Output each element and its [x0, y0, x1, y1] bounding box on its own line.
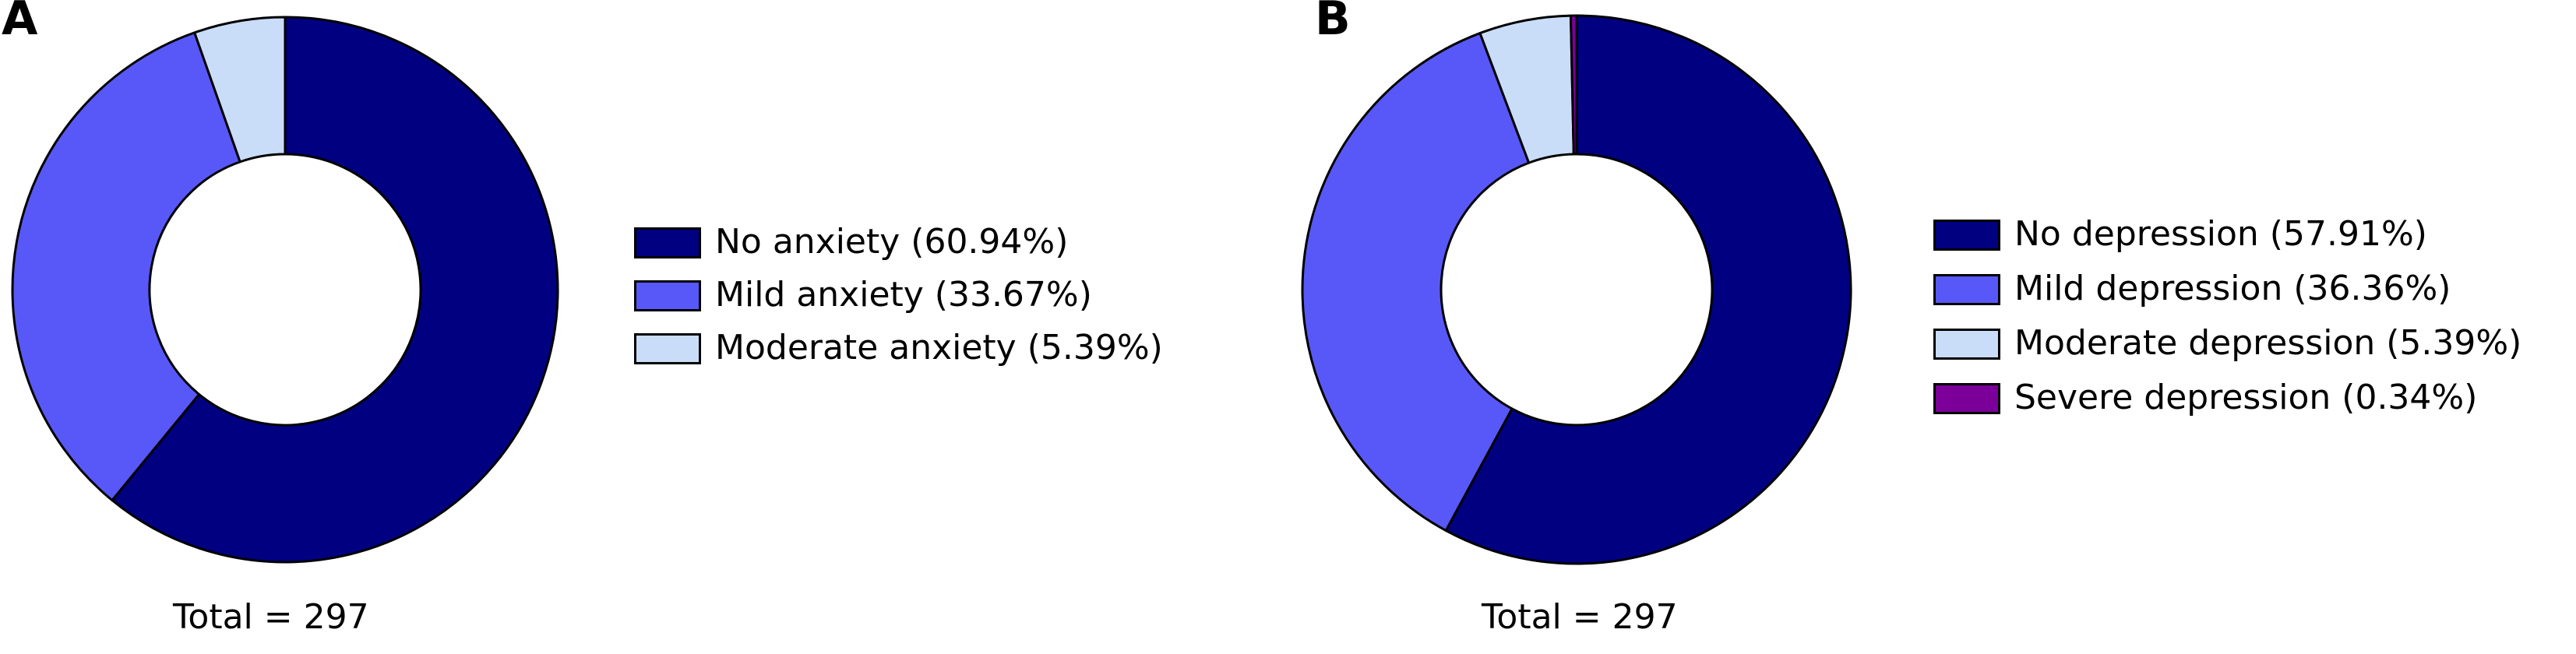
legend-label: Moderate depression (5.39%) [2014, 323, 2522, 363]
legend-label: No anxiety (60.94%) [715, 222, 1069, 262]
legend-swatch [634, 280, 701, 311]
donut-slice-0 [1444, 14, 1852, 565]
legend-swatch [634, 333, 701, 364]
legend-label: Moderate anxiety (5.39%) [715, 328, 1163, 367]
legend-swatch [1933, 220, 2000, 251]
chart-legend: No depression (57.91%) Mild depression (3… [1933, 215, 2557, 433]
chart-legend: No anxiety (60.94%) Mild anxiety (33.67%)… [634, 223, 1257, 378]
legend-swatch [634, 227, 701, 258]
legend-label: Mild depression (36.36%) [2014, 269, 2451, 308]
panel-label: B [1315, 0, 1351, 46]
chart-panel-b: B No depression (57.91%) Mild depression … [1285, 0, 2571, 654]
donut-slice-1 [11, 31, 241, 502]
donut-slice-0 [111, 16, 559, 564]
panel-label: A [2, 0, 38, 46]
donut-slice-1 [1301, 32, 1531, 532]
donut-chart [11, 16, 559, 564]
legend-label: Mild anxiety (33.67%) [715, 275, 1092, 315]
legend-swatch [1933, 274, 2000, 305]
donut-slice-2 [193, 16, 287, 164]
legend-label: Severe depression (0.34%) [2014, 378, 2478, 417]
total-label: Total = 297 [173, 597, 369, 637]
legend-swatch [1933, 329, 2000, 360]
legend-swatch [1933, 383, 2000, 414]
donut-chart [1301, 14, 1852, 565]
legend-label: No depression (57.91%) [2014, 214, 2427, 254]
donut-slice-3 [1569, 14, 1578, 156]
chart-panel-a: A No anxiety (60.94%) Mild anxiety (33.67… [0, 0, 1277, 654]
total-label: Total = 297 [1482, 597, 1678, 637]
